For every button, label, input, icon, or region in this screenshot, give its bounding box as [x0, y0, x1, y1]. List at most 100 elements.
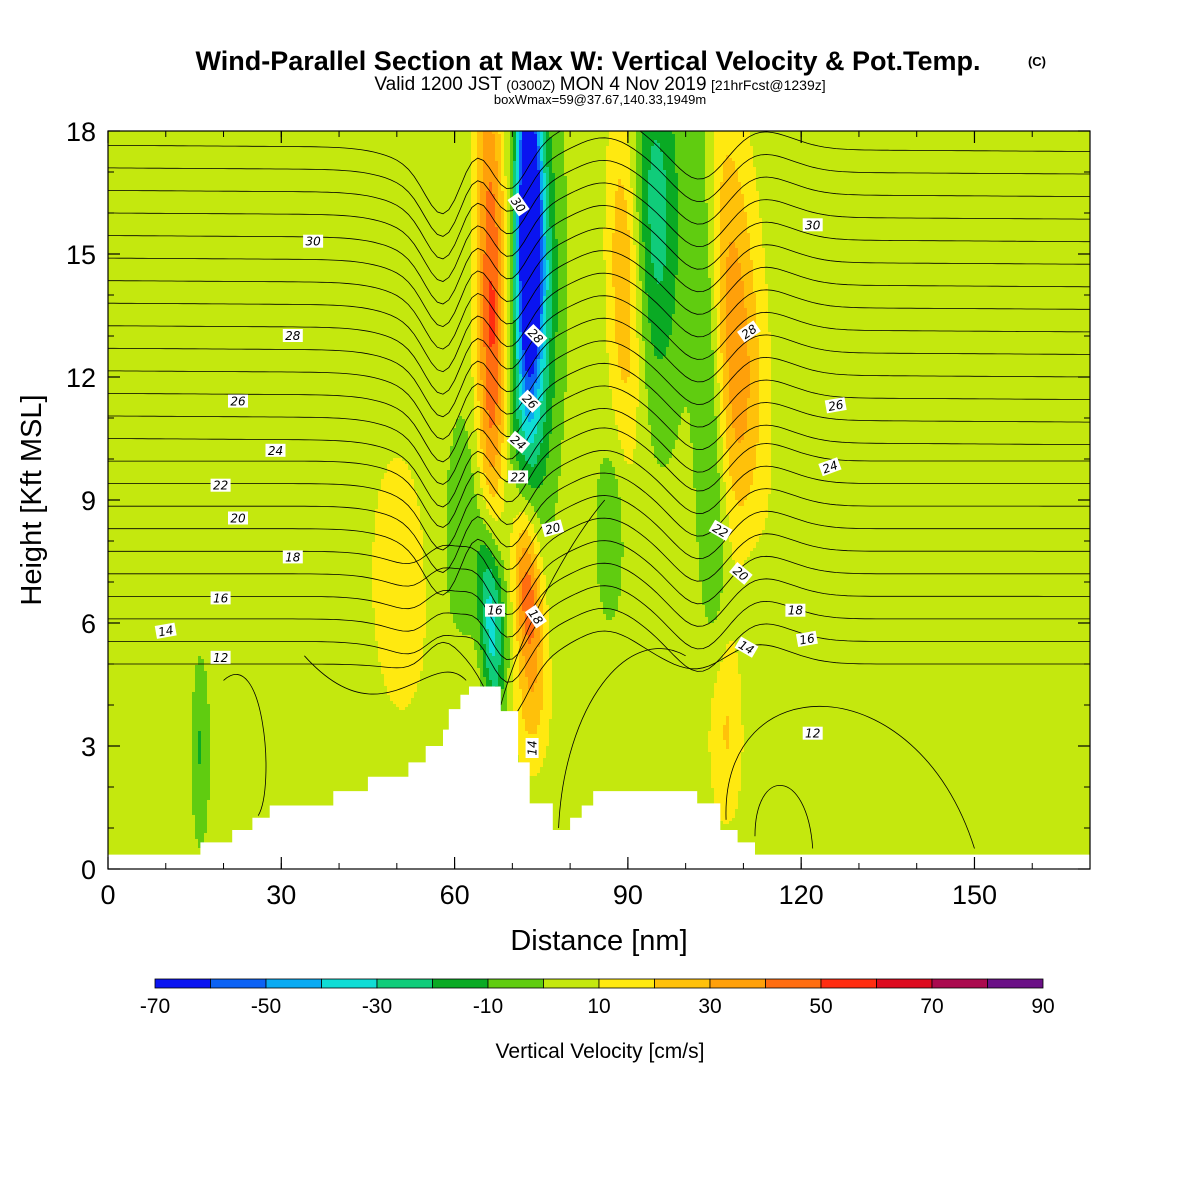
velocity-cell [627, 146, 631, 231]
velocity-cell [711, 698, 715, 789]
velocity-cell [297, 131, 301, 869]
velocity-cell [522, 404, 526, 432]
velocity-cell [540, 599, 544, 711]
velocity-cell [396, 131, 400, 459]
velocity-cell [852, 131, 856, 869]
velocity-cell [483, 644, 487, 678]
velocity-cell [522, 512, 526, 531]
velocity-cell [822, 131, 826, 869]
velocity-cell [183, 131, 187, 869]
isentrope-line [223, 674, 267, 816]
velocity-cell [759, 131, 763, 219]
svg-text:30: 30 [305, 235, 321, 249]
velocity-cell [486, 485, 490, 510]
velocity-cell [522, 611, 526, 657]
isentrope-line [108, 540, 1090, 615]
velocity-cell [672, 131, 676, 135]
velocity-cell [390, 461, 394, 702]
velocity-cell [762, 530, 766, 869]
velocity-cell [609, 620, 613, 869]
velocity-cell [534, 554, 538, 579]
velocity-cell [198, 731, 202, 765]
valid-prefix: Valid 1200 JST [374, 74, 502, 95]
velocity-cell [447, 470, 451, 594]
isentrope-line [108, 585, 1090, 661]
velocity-cell [126, 131, 130, 869]
velocity-cell [900, 131, 904, 869]
velocity-cell [378, 491, 382, 663]
colorbar-swatch [598, 978, 655, 989]
velocity-cell [207, 704, 211, 801]
velocity-cell [606, 146, 610, 354]
svg-text:12: 12 [805, 727, 820, 741]
velocity-cell [873, 131, 877, 869]
terrain-profile [108, 686, 1090, 869]
velocity-cell [462, 419, 466, 636]
velocity-cell [345, 131, 349, 869]
velocity-cell [141, 131, 145, 869]
velocity-cell [537, 170, 541, 330]
velocity-cell [504, 479, 508, 582]
isentrope-line [108, 517, 1090, 593]
velocity-cell [738, 182, 742, 264]
velocity-cell [867, 131, 871, 869]
contour-label: 12 [210, 650, 231, 665]
colorbar: -70 -50 -30 -10 10 30 50 70 90 [140, 978, 1055, 1018]
velocity-cell [1041, 131, 1045, 869]
velocity-cell [741, 725, 745, 753]
velocity-cell [495, 566, 499, 591]
colorbar-swatch [543, 978, 600, 989]
velocity-cell [888, 131, 892, 869]
contour-label: 26 [824, 397, 847, 414]
contour-label: 26 [228, 394, 248, 409]
velocity-cell [693, 488, 697, 869]
velocity-cell [1062, 131, 1066, 869]
velocity-cell [516, 542, 520, 642]
velocity-cell [1071, 131, 1075, 869]
velocity-cell [480, 650, 484, 693]
colorbar-swatch [321, 978, 378, 989]
contour-label: 20 [228, 511, 248, 526]
velocity-cell [486, 629, 490, 669]
velocity-cell [213, 131, 217, 869]
forecast-info: [21hrFcst@1239z] [711, 77, 826, 93]
velocity-cell [747, 398, 751, 495]
velocity-cell [717, 383, 721, 474]
velocity-cell [201, 659, 205, 849]
velocity-cell [327, 131, 331, 869]
velocity-cell [498, 518, 502, 552]
valid-date: MON 4 Nov 2019 [560, 74, 707, 95]
velocity-cell [687, 413, 691, 869]
velocity-cell [651, 146, 655, 264]
isentrope-line [108, 227, 1090, 328]
velocity-cell [498, 479, 502, 519]
velocity-cell [672, 449, 676, 869]
velocity-cell [828, 131, 832, 869]
x-tick-label: 60 [440, 880, 470, 910]
velocity-cell [609, 131, 613, 390]
velocity-cell [1005, 131, 1009, 869]
contour-label: 22 [708, 519, 733, 541]
velocity-cell [525, 572, 529, 636]
velocity-cell [531, 419, 535, 444]
velocity-cell [306, 131, 310, 869]
velocity-cell [1008, 131, 1012, 869]
velocity-cell [714, 620, 718, 684]
velocity-cell [537, 569, 541, 621]
velocity-cell [528, 377, 532, 399]
velocity-cell [486, 548, 490, 570]
velocity-cell [585, 131, 589, 869]
svg-text:12: 12 [213, 651, 228, 665]
velocity-cell [390, 131, 394, 462]
velocity-cell [621, 449, 625, 543]
copyright-mark: (C) [1028, 54, 1046, 69]
velocity-cell [591, 131, 595, 869]
velocity-cell [714, 683, 718, 807]
velocity-cell [546, 530, 550, 606]
velocity-cell [150, 131, 154, 869]
velocity-cell [750, 260, 754, 486]
x-tick-label: 30 [266, 880, 296, 910]
velocity-cell [279, 131, 283, 869]
velocity-cell [882, 131, 886, 869]
velocity-cell [879, 131, 883, 869]
